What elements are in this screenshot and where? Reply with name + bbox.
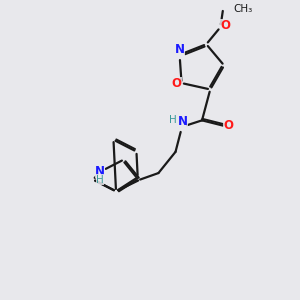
Text: N: N [175,43,185,56]
Text: O: O [220,19,230,32]
Text: H: H [169,116,177,125]
Text: CH₃: CH₃ [233,4,252,14]
Text: O: O [172,77,182,90]
Text: O: O [224,118,233,132]
Text: H: H [96,175,104,184]
Text: N: N [95,165,105,178]
Text: N: N [178,115,188,128]
